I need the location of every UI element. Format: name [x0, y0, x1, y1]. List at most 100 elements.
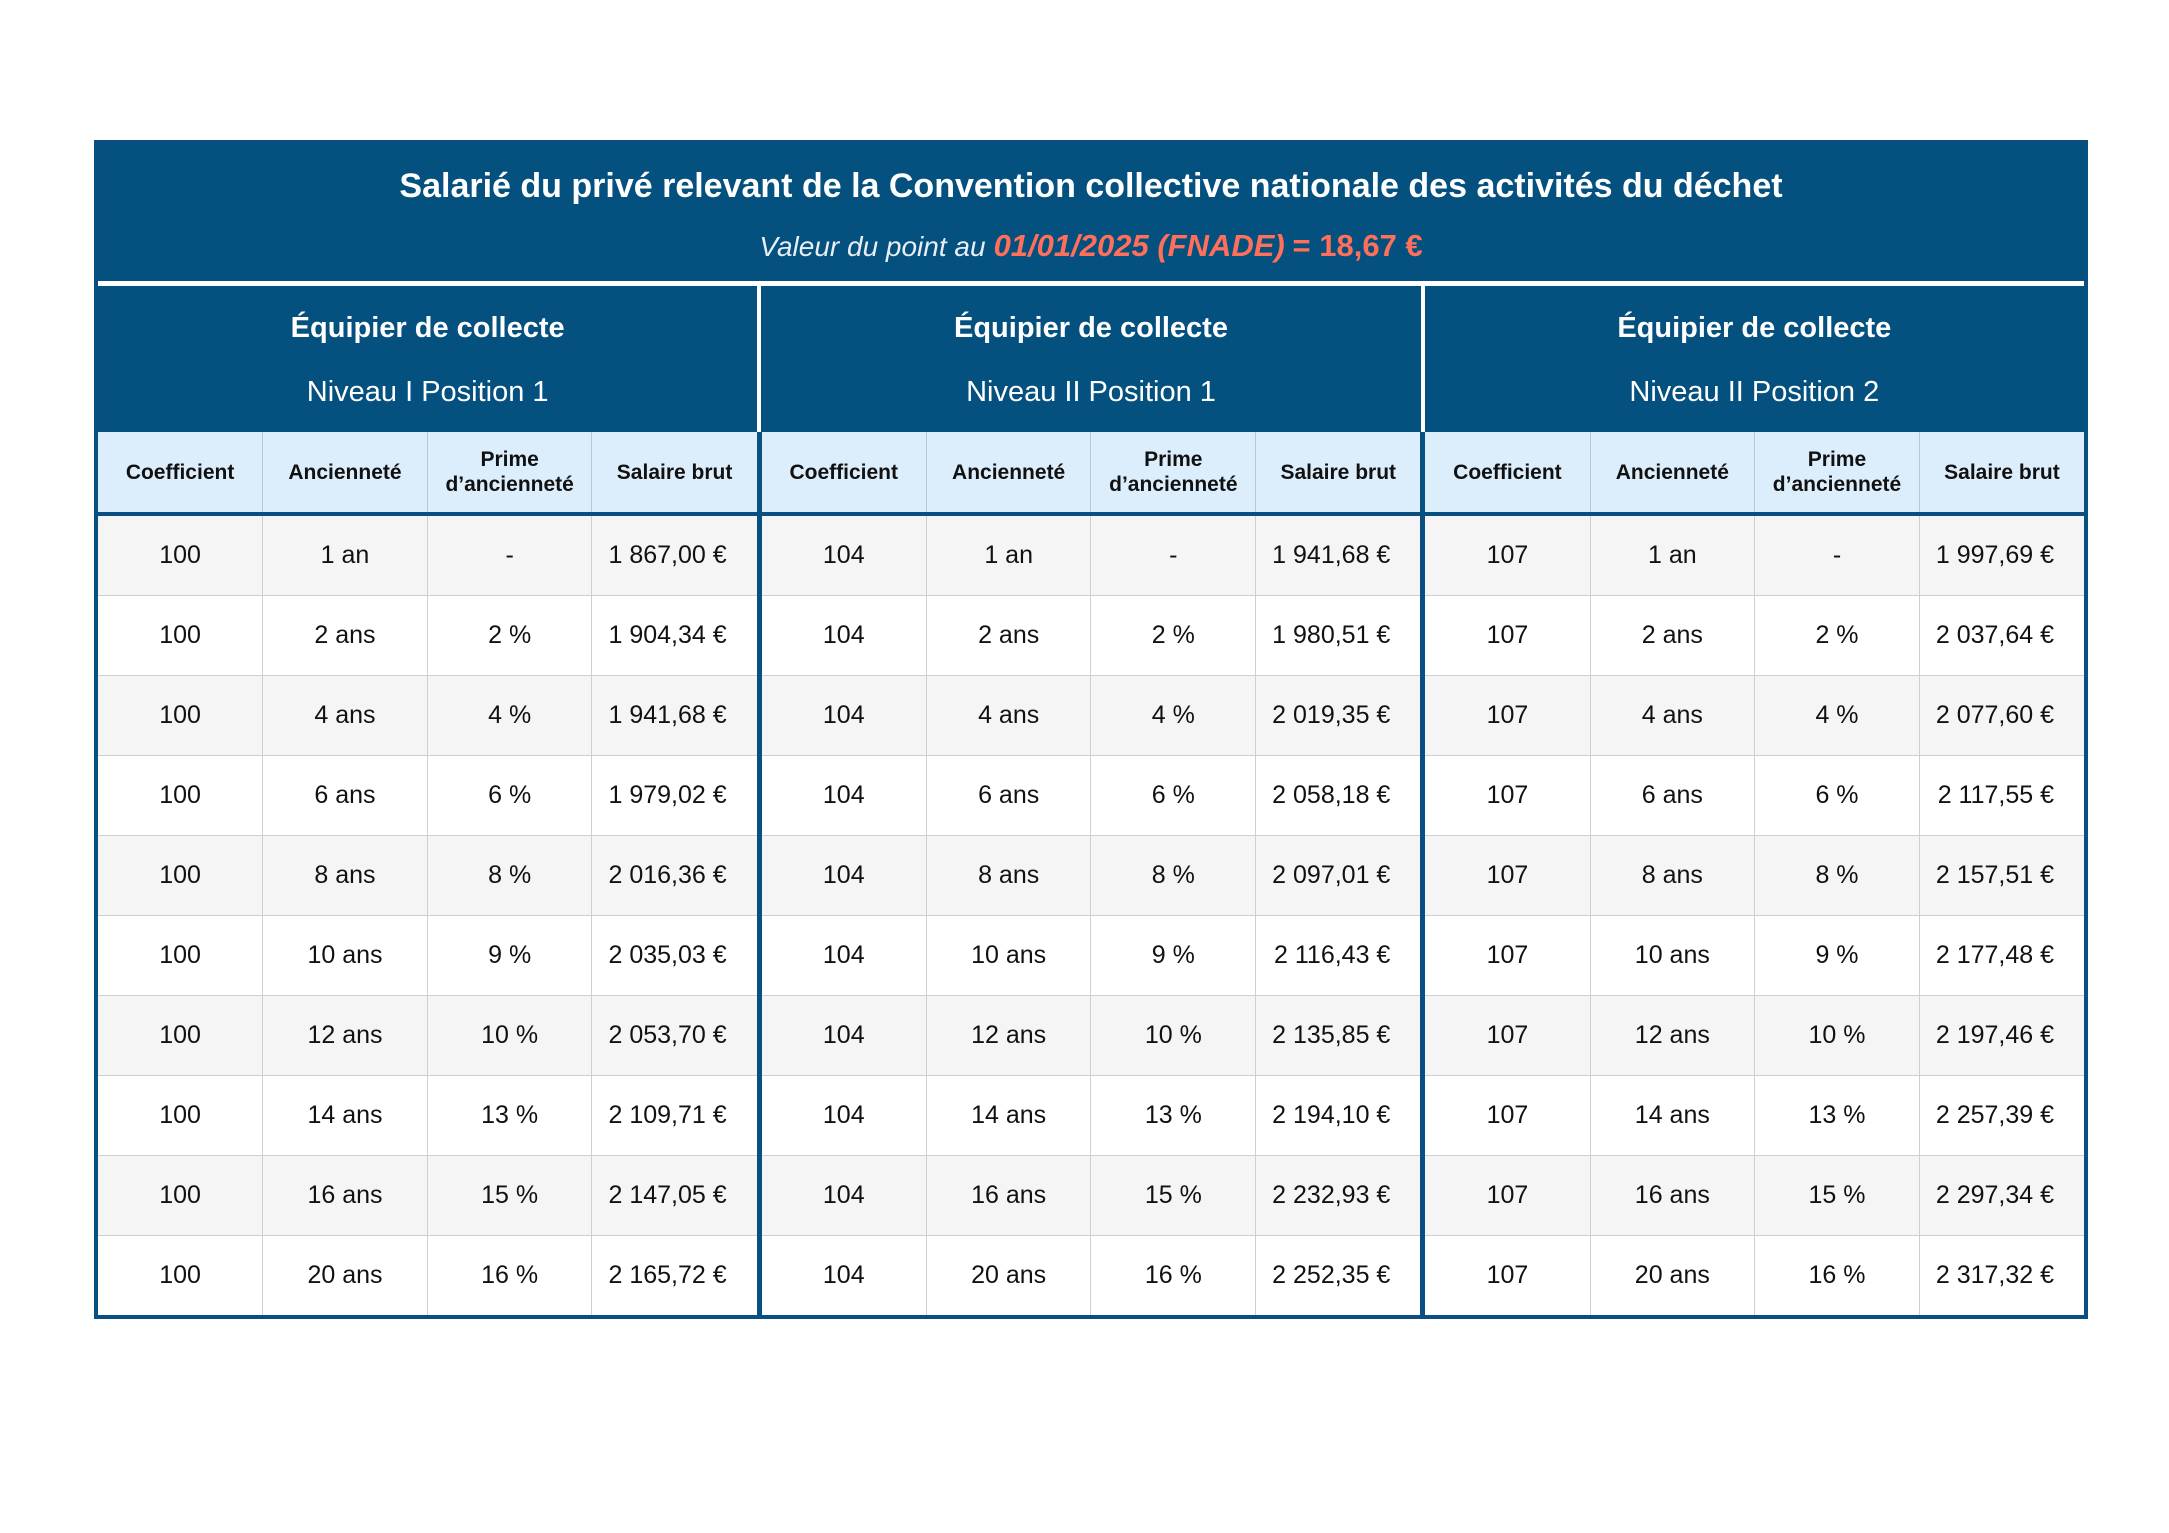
table-row: 104 12 ans 10 % 2 135,85 € — [761, 995, 1421, 1076]
point-value-line: Valeur du point au 01/01/2025 (FNADE) = 1… — [98, 228, 2084, 265]
point-value-label: Valeur du point au — [759, 231, 986, 262]
prime-cell: 6 % — [1754, 755, 1920, 836]
column-header-salaire: Salaire brut — [591, 432, 757, 516]
salaire-cell: 2 232,93 € — [1255, 1155, 1421, 1236]
prime-cell: 6 % — [427, 755, 593, 836]
anciennete-cell: 4 ans — [262, 675, 428, 756]
group-subtitle: Niveau II Position 1 — [966, 376, 1216, 408]
prime-cell: 10 % — [427, 995, 593, 1076]
prime-cell: 15 % — [427, 1155, 593, 1236]
table-row: 107 4 ans 4 % 2 077,60 € — [1425, 675, 2085, 756]
prime-cell: 2 % — [1090, 595, 1257, 676]
table-row: 100 4 ans 4 % 1 941,68 € — [98, 675, 757, 756]
salaire-cell: 2 019,35 € — [1255, 675, 1421, 756]
salaire-cell: 2 197,46 € — [1919, 995, 2085, 1076]
anciennete-cell: 6 ans — [262, 755, 428, 836]
column-header-row: Coefficient Ancienneté Prime d’ancienneté S… — [761, 432, 1421, 516]
coefficient-cell: 107 — [1425, 1075, 1591, 1156]
point-value-amount: = 18,67 € — [1292, 228, 1423, 263]
document-header: Salarié du privé relevant de la Conventi… — [98, 144, 2084, 286]
salaire-cell: 2 016,36 € — [591, 835, 757, 916]
salaire-cell: 2 165,72 € — [591, 1235, 757, 1315]
salaire-cell: 2 109,71 € — [591, 1075, 757, 1156]
table-row: 100 20 ans 16 % 2 165,72 € — [98, 1235, 757, 1315]
prime-cell: 16 % — [427, 1235, 593, 1315]
anciennete-cell: 20 ans — [262, 1235, 428, 1315]
prime-cell: - — [1090, 514, 1257, 596]
salaire-cell: 2 053,70 € — [591, 995, 757, 1076]
anciennete-cell: 16 ans — [1590, 1155, 1756, 1236]
table-row: 100 16 ans 15 % 2 147,05 € — [98, 1155, 757, 1236]
anciennete-cell: 6 ans — [1590, 755, 1756, 836]
coefficient-cell: 100 — [98, 595, 264, 676]
salaire-cell: 1 997,69 € — [1919, 514, 2085, 596]
salary-table: Coefficient Ancienneté Prime d’ancienneté S… — [1425, 432, 2085, 1315]
anciennete-cell: 4 ans — [926, 675, 1092, 756]
prime-cell: 9 % — [1090, 915, 1257, 996]
coefficient-cell: 104 — [761, 835, 927, 916]
prime-cell: 10 % — [1090, 995, 1257, 1076]
coefficient-cell: 100 — [98, 1075, 264, 1156]
table-row: 100 1 an -1 867,00 € — [98, 514, 757, 596]
prime-cell: 8 % — [1090, 835, 1257, 916]
coefficient-cell: 107 — [1425, 1155, 1591, 1236]
salaire-cell: 2 194,10 € — [1255, 1075, 1421, 1156]
salaire-cell: 2 058,18 € — [1255, 755, 1421, 836]
column-header-anciennete: Ancienneté — [1590, 432, 1756, 516]
salaire-cell: 1 980,51 € — [1255, 595, 1421, 676]
point-value-date: 01/01/2025 (FNADE) — [993, 228, 1285, 263]
table-row: 107 16 ans 15 % 2 297,34 € — [1425, 1155, 2085, 1236]
coefficient-cell: 100 — [98, 514, 264, 596]
coefficient-cell: 104 — [761, 1155, 927, 1236]
column-header-prime: Prime d’ancienneté — [1090, 432, 1257, 516]
coefficient-cell: 107 — [1425, 675, 1591, 756]
group-title: Équipier de collecte — [290, 312, 565, 344]
column-header-salaire: Salaire brut — [1919, 432, 2085, 516]
salaire-cell: 2 157,51 € — [1919, 835, 2085, 916]
coefficient-cell: 107 — [1425, 995, 1591, 1076]
coefficient-cell: 100 — [98, 835, 264, 916]
table-row: 104 16 ans 15 % 2 232,93 € — [761, 1155, 1421, 1236]
coefficient-cell: 100 — [98, 995, 264, 1076]
table-row: 100 10 ans 9 % 2 035,03 € — [98, 915, 757, 996]
table-row: 104 1 an -1 941,68 € — [761, 514, 1421, 596]
anciennete-cell: 20 ans — [1590, 1235, 1756, 1315]
prime-cell: 6 % — [1090, 755, 1257, 836]
group-header: Équipier de collecte Niveau II Position … — [1420, 286, 2084, 432]
anciennete-cell: 20 ans — [926, 1235, 1092, 1315]
coefficient-cell: 104 — [761, 995, 927, 1076]
salaire-cell: 1 941,68 € — [591, 675, 757, 756]
anciennete-cell: 2 ans — [262, 595, 428, 676]
column-header-salaire: Salaire brut — [1255, 432, 1421, 516]
column-header-prime: Prime d’ancienneté — [1754, 432, 1920, 516]
salary-tables: Coefficient Ancienneté Prime d’ancienneté S… — [98, 432, 2085, 1315]
anciennete-cell: 8 ans — [1590, 835, 1756, 916]
coefficient-cell: 100 — [98, 915, 264, 996]
salary-table-block: Coefficient Ancienneté Prime d’ancienneté S… — [1420, 432, 2085, 1315]
group-title: Équipier de collecte — [954, 312, 1228, 344]
salaire-cell: 2 035,03 € — [591, 915, 757, 996]
table-row: 104 20 ans 16 % 2 252,35 € — [761, 1235, 1421, 1315]
column-header-prime: Prime d’ancienneté — [427, 432, 593, 516]
prime-cell: - — [1754, 514, 1920, 596]
anciennete-cell: 10 ans — [1590, 915, 1756, 996]
salaire-cell: 2 252,35 € — [1255, 1235, 1421, 1315]
prime-cell: 9 % — [1754, 915, 1920, 996]
anciennete-cell: 2 ans — [926, 595, 1092, 676]
column-header-coefficient: Coefficient — [1425, 432, 1591, 516]
prime-cell: 13 % — [1090, 1075, 1257, 1156]
table-row: 107 8 ans 8 % 2 157,51 € — [1425, 835, 2085, 916]
anciennete-cell: 10 ans — [262, 915, 428, 996]
salary-table-block: Coefficient Ancienneté Prime d’ancienneté S… — [98, 432, 757, 1315]
coefficient-cell: 107 — [1425, 1235, 1591, 1315]
prime-cell: 16 % — [1090, 1235, 1257, 1315]
coefficient-cell: 104 — [761, 595, 927, 676]
coefficient-cell: 104 — [761, 1075, 927, 1156]
table-row: 104 2 ans 2 % 1 980,51 € — [761, 595, 1421, 676]
salaire-cell: 1 904,34 € — [591, 595, 757, 676]
group-header: Équipier de collecte Niveau I Position 1 — [98, 286, 757, 432]
anciennete-cell: 2 ans — [1590, 595, 1756, 676]
table-row: 107 20 ans 16 % 2 317,32 € — [1425, 1235, 2085, 1315]
anciennete-cell: 6 ans — [926, 755, 1092, 836]
coefficient-cell: 100 — [98, 675, 264, 756]
